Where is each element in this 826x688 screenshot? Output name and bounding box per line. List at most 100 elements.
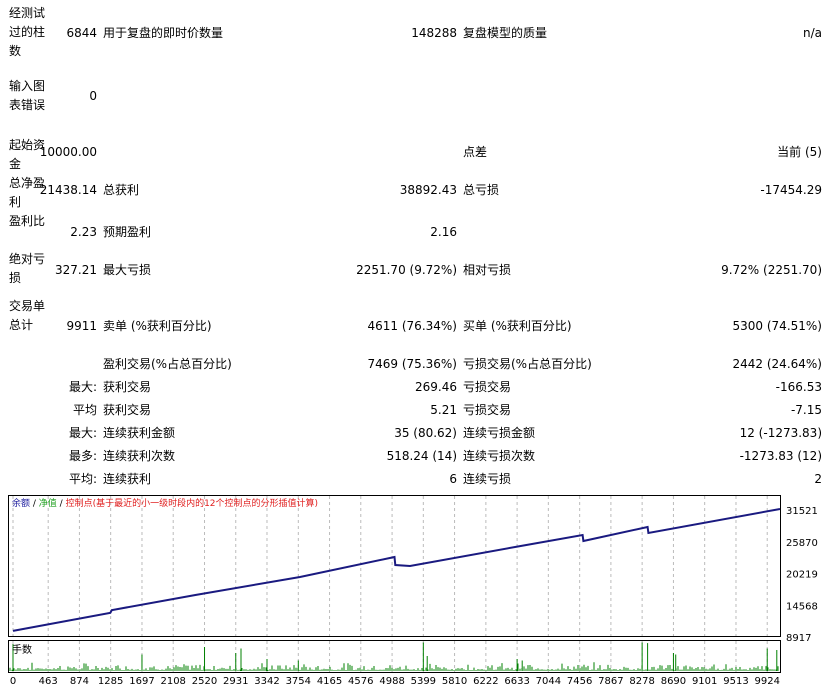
legend-balance: 余额 [12, 497, 30, 509]
x-tick-label: 2108 [160, 676, 185, 687]
trades-label2: 卖单 (%获利百分比) [103, 319, 212, 333]
main-plot-frame [8, 495, 781, 637]
x-tick-label: 7867 [598, 676, 623, 687]
chart-legend: 余额 / 净值 / 控制点(基于最近的小一级时段内的12个控制点的分形插值计算) [12, 497, 318, 509]
x-tick-label: 4576 [348, 676, 373, 687]
row-value3: 12 (-1273.83) [739, 426, 822, 440]
x-tick-label: 463 [39, 676, 58, 687]
dd-value3: 9.72% (2251.70) [721, 263, 822, 277]
row-label2: 连续获利 [103, 472, 152, 486]
bars-label: 经测试过的柱数 [9, 6, 46, 58]
errors-label: 输入图表错误 [9, 79, 46, 112]
row-label3: 亏损交易 [463, 380, 512, 394]
row-label2: 获利交易 [103, 380, 152, 394]
dd-label2: 最大亏损 [103, 263, 152, 277]
dd-value2: 2251.70 (9.72%) [356, 263, 457, 277]
net-label3: 总亏损 [463, 183, 500, 197]
x-tick-label: 0 [10, 676, 16, 687]
errors-value: 0 [89, 89, 97, 103]
row-prefix: 平均: [68, 472, 97, 486]
x-tick-label: 5399 [411, 676, 436, 687]
x-tick-label: 2931 [223, 676, 248, 687]
trades-value: 9911 [66, 319, 97, 333]
volume-label: 手数 [12, 643, 32, 656]
net-value3: -17454.29 [760, 183, 822, 197]
row-value3: -7.15 [790, 403, 822, 417]
row-value2: 269.46 [415, 380, 457, 394]
x-tick-label: 1285 [98, 676, 123, 687]
x-tick-label: 4165 [317, 676, 342, 687]
row-value3: -1273.83 (12) [739, 449, 822, 463]
row-label2: 获利交易 [103, 403, 152, 417]
trades-label3: 买单 (%获利百分比) [463, 319, 572, 333]
x-tick-label: 2520 [192, 676, 217, 687]
trades-label: 交易单总计 [9, 299, 46, 332]
pf-label: 盈利比 [9, 214, 46, 228]
row-value3: 2442 (24.64%) [732, 357, 822, 371]
balance-line [12, 508, 781, 632]
y-tick-label: 25870 [786, 538, 818, 549]
x-tick-label: 8690 [661, 676, 686, 687]
x-tick-label: 9513 [723, 676, 748, 687]
legend-equity: 净值 [39, 497, 57, 509]
deposit-label: 起始资金 [9, 138, 46, 171]
deposit-value: 10000.00 [39, 145, 97, 159]
x-tick-label: 8278 [629, 676, 654, 687]
dd-label: 绝对亏损 [9, 252, 46, 285]
x-tick-label: 7044 [536, 676, 561, 687]
deposit-label3: 点差 [463, 145, 488, 159]
x-tick-label: 7456 [567, 676, 592, 687]
legend-control: 控制点(基于最近的小一级时段内的12个控制点的分形插值计算) [66, 497, 318, 509]
x-tick-label: 3342 [254, 676, 279, 687]
net-label2: 总获利 [103, 183, 140, 197]
row-label3: 连续亏损 [463, 472, 512, 486]
net-value: 21438.14 [39, 183, 97, 197]
pf-value2: 2.16 [430, 225, 457, 239]
row-value3: 2 [814, 472, 822, 486]
net-label: 总净盈利 [9, 176, 46, 209]
y-tick-label: 20219 [786, 570, 818, 581]
bars-label3: 复盘模型的质量 [463, 26, 548, 40]
x-tick-label: 874 [70, 676, 89, 687]
row-label3: 连续亏损次数 [463, 449, 536, 463]
bars-value2: 148288 [411, 26, 457, 40]
dd-value: 327.21 [55, 263, 97, 277]
row-value2: 35 (80.62) [394, 426, 457, 440]
bars-value3: n/a [802, 26, 822, 40]
x-tick-label: 5810 [442, 676, 467, 687]
net-value2: 38892.43 [399, 183, 457, 197]
row-value2: 7469 (75.36%) [367, 357, 457, 371]
x-tick-label: 9924 [754, 676, 779, 687]
row-value2: 518.24 (14) [386, 449, 457, 463]
trades-value3: 5300 (74.51%) [732, 319, 822, 333]
row-value3: -166.53 [775, 380, 822, 394]
row-prefix: 最大: [68, 426, 97, 440]
x-tick-label: 6222 [473, 676, 498, 687]
balance-chart: 0 463 874 1285 1697 2108 2520 2931 3342 3754 4165 4… [8, 495, 818, 687]
y-tick-label: 14568 [786, 601, 818, 612]
bars-label2: 用于复盘的即时价数量 [103, 26, 224, 40]
bars-value: 6844 [66, 26, 97, 40]
row-label3: 亏损交易(%占总百分比) [463, 357, 592, 371]
dd-label3: 相对亏损 [463, 263, 512, 277]
row-label2: 连续获利金额 [103, 426, 176, 440]
y-tick-label: 31521 [786, 506, 818, 517]
x-tick-label: 3754 [286, 676, 311, 687]
legend-sep: / [30, 499, 39, 509]
x-tick-label: 4988 [379, 676, 404, 687]
trades-value2: 4611 (76.34%) [367, 319, 457, 333]
row-value2: 6 [449, 472, 457, 486]
row-value2: 5.21 [430, 403, 457, 417]
row-prefix: 最大: [68, 380, 97, 394]
volume-plot-frame [8, 640, 781, 673]
pf-label2: 预期盈利 [103, 225, 152, 239]
x-tick-label: 6633 [504, 676, 529, 687]
row-prefix: 最多: [68, 449, 97, 463]
row-label3: 连续亏损金额 [463, 426, 536, 440]
deposit-value3: 当前 (5) [777, 145, 822, 159]
row-prefix: 平均 [72, 403, 97, 417]
legend-sep: / [57, 499, 66, 509]
row-label2: 盈利交易(%占总百分比) [103, 357, 232, 371]
x-tick-label: 9101 [692, 676, 717, 687]
pf-value: 2.23 [70, 225, 97, 239]
